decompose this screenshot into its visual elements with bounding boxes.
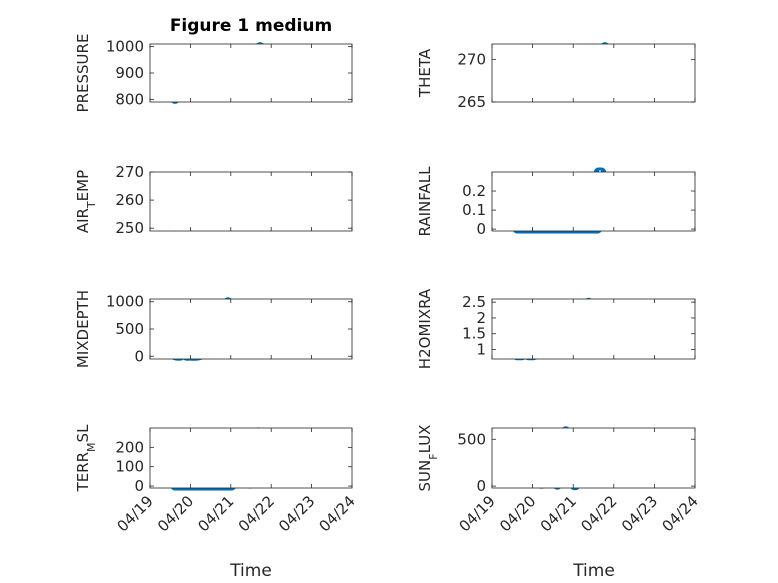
y-tick-label: 0 <box>134 347 144 365</box>
x-tick-label: 04/21 <box>194 492 237 535</box>
y-tick-label: 200 <box>115 438 144 456</box>
x-tick-label: 04/21 <box>537 492 580 535</box>
x-tick-label: 04/23 <box>275 492 318 535</box>
x-tick-label: 04/20 <box>496 492 539 535</box>
figure-title: Figure 1 medium <box>170 16 332 36</box>
y-tick-label: 1000 <box>106 38 144 56</box>
y-tick-label: 270 <box>457 50 486 68</box>
x-tick-label: 04/23 <box>618 492 661 535</box>
x-tick-label: 04/22 <box>235 492 278 535</box>
y-tick-label: 0 <box>476 477 486 495</box>
y-tick-label: 0 <box>134 477 144 495</box>
x-axis-label-right: Time <box>572 561 615 581</box>
y-tick-label: 1000 <box>106 293 144 311</box>
y-tick-label: 250 <box>115 219 144 237</box>
panel-2: 265 270 THETA <box>416 42 696 111</box>
y-tick-label: 265 <box>457 93 486 111</box>
axes-box <box>149 427 353 489</box>
y-axis-label: AIRTEMP <box>74 170 98 233</box>
axes-box <box>491 427 696 489</box>
x-axis-label-left: Time <box>229 561 272 581</box>
axes-box <box>491 171 696 232</box>
y-tick-label: 900 <box>115 64 144 82</box>
y-tick-label: 800 <box>115 90 144 108</box>
x-tick-label: 04/22 <box>577 492 620 535</box>
panel-5: 0 500 1000 MIXDEPTH <box>74 290 353 368</box>
y-tick-label: 0.2 <box>462 182 486 200</box>
y-tick-label: 270 <box>115 163 144 181</box>
y-tick-label: 0 <box>476 220 486 238</box>
y-tick-label: 500 <box>115 320 144 338</box>
y-tick-label: 1 <box>476 341 486 359</box>
y-axis-label: SUNFLUX <box>416 425 440 492</box>
y-tick-label: 260 <box>115 191 144 209</box>
y-axis-label: PRESSURE <box>74 34 92 113</box>
axes-box <box>149 298 353 360</box>
y-axis-label: RAINFALL <box>416 166 434 237</box>
y-axis-label: MIXDEPTH <box>74 290 92 368</box>
axes-box <box>491 43 696 103</box>
x-tick-label: 04/24 <box>659 492 702 535</box>
x-tick-label: 04/24 <box>316 492 359 535</box>
panel-1: 800 900 1000 PRESSURE <box>74 34 353 113</box>
axes-box <box>149 43 353 103</box>
y-tick-label: 500 <box>457 430 486 448</box>
y-tick-label: 100 <box>115 458 144 476</box>
y-axis-label: H2OMIXRA <box>416 288 434 369</box>
y-axis-label: THETA <box>416 48 434 98</box>
axes-box <box>149 171 353 232</box>
x-tick-label: 04/19 <box>114 492 157 535</box>
y-axis-label: TERRMSL <box>74 424 98 493</box>
panel-3: 250 260 270 AIRTEMP <box>74 163 353 237</box>
y-tick-label: 0.1 <box>462 201 486 219</box>
x-tick-label: 04/19 <box>456 492 499 535</box>
panel-6: 11.522.5 H2OMIXRA <box>416 288 696 369</box>
y-tick-label: 2.5 <box>462 293 486 311</box>
y-tick-label: 2 <box>476 309 486 327</box>
panel-4: 00.10.2 RAINFALL <box>416 166 696 238</box>
y-tick-label: 1.5 <box>462 325 486 343</box>
axes-box <box>491 298 696 360</box>
x-tick-label: 04/20 <box>154 492 197 535</box>
